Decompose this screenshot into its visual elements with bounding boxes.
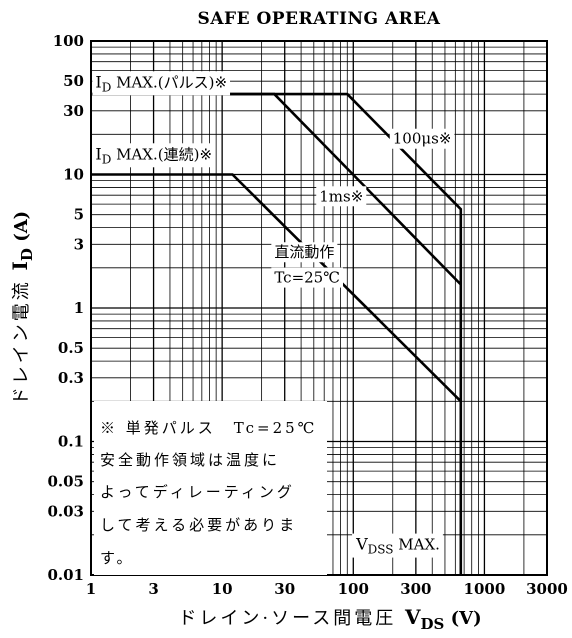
annotation-pulse-1ms: 1ms※ <box>319 187 363 205</box>
y-tick-label: 30 <box>63 102 84 120</box>
annotation-bg <box>316 186 367 207</box>
x-axis-label: ドレイン·ソース間電圧 VDS (V) <box>178 605 481 633</box>
y-tick-label: 0.01 <box>47 566 84 584</box>
y-tick-label: 10 <box>63 166 84 184</box>
x-tick-label: 1000 <box>464 580 506 598</box>
annotation-bg <box>389 128 455 149</box>
annotation-vdss-max: VDSS MAX. <box>355 535 440 557</box>
note-line-2: 安全動作領域は温度に <box>100 451 281 469</box>
note-line-4: して考える必要がありま <box>100 516 298 534</box>
x-tick-label: 3 <box>148 580 158 598</box>
annotation-dc-line2: Tc=25℃ <box>274 269 340 287</box>
annotation-pulse-100us: 100μs※ <box>393 130 452 148</box>
annotation-dc-line1: 直流動作 <box>274 243 334 261</box>
x-tick-label: 100 <box>338 580 369 598</box>
chart-title: SAFE OPERATING AREA <box>198 9 441 29</box>
soa-line-3 <box>91 173 462 403</box>
note-line-5: す。 <box>100 549 135 567</box>
y-tick-label: 100 <box>53 32 84 50</box>
y-tick-label: 50 <box>63 72 84 90</box>
x-tick-label: 300 <box>400 580 431 598</box>
plot-frame <box>90 40 548 576</box>
y-tick-label: 1 <box>74 299 84 317</box>
y-tick-label: 0.1 <box>58 433 84 451</box>
annotation-id-max-pulse: ID MAX.(パルス)※ <box>95 72 227 94</box>
annotation-bg <box>352 533 443 558</box>
x-tick-label: 3000 <box>526 580 568 598</box>
annotation-bg <box>92 143 216 168</box>
x-tick-label: 30 <box>274 580 295 598</box>
note-line-1: ※ 単発パルス Tc=25℃ <box>100 419 318 437</box>
x-tick-label: 1 <box>86 580 96 598</box>
annotation-bg <box>271 267 344 288</box>
annotation-id-max-cont: ID MAX.(連続)※ <box>95 144 212 166</box>
y-axis-label: ドレイン電流 ID (A) <box>8 211 36 405</box>
annotation-bg <box>92 71 231 96</box>
note-line-3: よってディレーティング <box>100 483 295 501</box>
y-tick-label: 0.3 <box>58 369 84 387</box>
y-tick-label: 0.5 <box>58 339 84 357</box>
x-tick-label: 10 <box>212 580 233 598</box>
annotation-bg <box>271 242 338 263</box>
y-tick-label: 3 <box>74 235 84 253</box>
y-tick-label: 0.05 <box>47 473 84 491</box>
y-tick-label: 5 <box>74 206 84 224</box>
note-box: ※ 単発パルス Tc=25℃ 安全動作領域は温度に よってディレーティング して… <box>94 401 327 575</box>
y-tick-label: 0.03 <box>47 502 84 520</box>
